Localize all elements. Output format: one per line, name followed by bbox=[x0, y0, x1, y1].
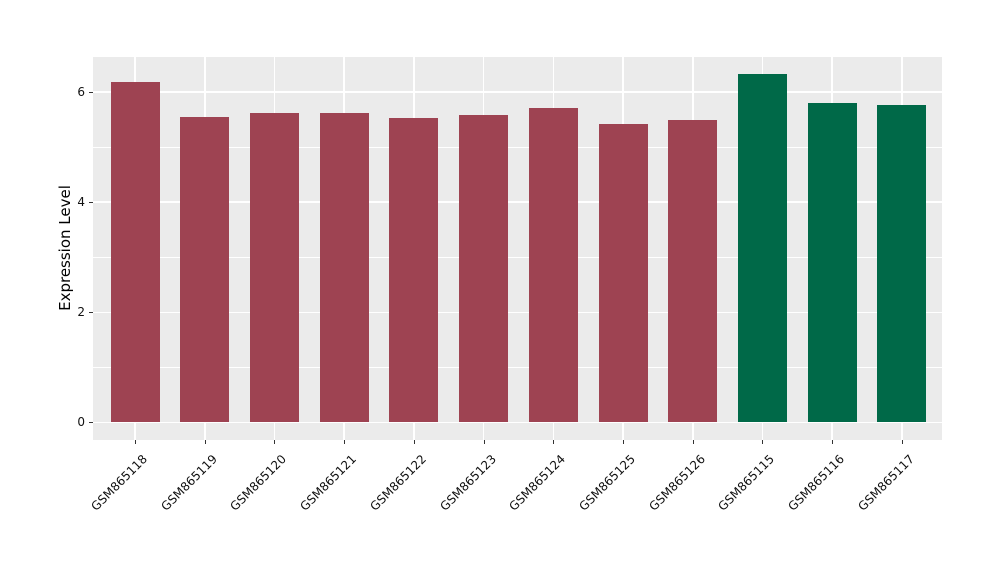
bar-GSM865115 bbox=[737, 73, 787, 423]
major-gridline bbox=[93, 91, 942, 93]
bar-GSM865125 bbox=[598, 124, 648, 423]
x-tick-label-GSM865118: GSM865118 bbox=[88, 452, 150, 514]
y-tick-label: 6 bbox=[77, 85, 85, 100]
bar-GSM865124 bbox=[528, 107, 578, 423]
minor-gridline bbox=[93, 366, 942, 368]
x-tick-label-GSM865117: GSM865117 bbox=[855, 452, 917, 514]
x-tick-mark bbox=[832, 440, 834, 444]
major-gridline bbox=[93, 311, 942, 314]
bar-GSM865123 bbox=[459, 114, 509, 423]
x-tick-mark bbox=[135, 440, 136, 444]
x-tick-label-GSM865121: GSM865121 bbox=[297, 452, 360, 514]
bar-GSM865122 bbox=[389, 117, 439, 423]
x-tick-mark bbox=[901, 440, 903, 444]
y-tick-mark bbox=[89, 202, 93, 204]
x-tick-mark bbox=[344, 440, 346, 444]
minor-gridline bbox=[93, 256, 942, 258]
x-tick-label-GSM865120: GSM865120 bbox=[227, 452, 290, 514]
bar-GSM865118 bbox=[110, 81, 160, 423]
x-tick-mark bbox=[623, 440, 625, 444]
x-tick-label-GSM865123: GSM865123 bbox=[436, 452, 499, 514]
x-tick-label-GSM865119: GSM865119 bbox=[158, 452, 220, 514]
y-tick-label: 4 bbox=[77, 195, 85, 210]
bar-GSM865120 bbox=[249, 113, 299, 423]
bar-GSM865116 bbox=[807, 102, 857, 423]
minor-gridline bbox=[93, 146, 942, 148]
x-tick-label-GSM865116: GSM865116 bbox=[785, 452, 848, 514]
x-tick-label-GSM865124: GSM865124 bbox=[506, 452, 569, 514]
y-tick-label: 2 bbox=[77, 305, 85, 320]
bar-GSM865121 bbox=[319, 113, 369, 423]
major-gridline bbox=[93, 201, 942, 204]
y-tick-mark bbox=[89, 422, 93, 424]
bar-GSM865119 bbox=[180, 116, 230, 423]
x-tick-mark bbox=[483, 440, 485, 444]
x-tick-label-GSM865125: GSM865125 bbox=[576, 452, 638, 514]
x-tick-mark bbox=[762, 440, 764, 444]
x-tick-mark bbox=[204, 440, 206, 444]
x-tick-label-GSM865115: GSM865115 bbox=[715, 452, 778, 514]
x-tick-mark bbox=[274, 440, 276, 444]
major-gridline bbox=[93, 421, 942, 424]
x-tick-mark bbox=[692, 440, 694, 444]
y-tick-label: 0 bbox=[77, 415, 85, 430]
x-tick-label-GSM865126: GSM865126 bbox=[646, 452, 708, 514]
x-tick-label-GSM865122: GSM865122 bbox=[367, 452, 429, 514]
plot-panel bbox=[93, 57, 942, 440]
bar-GSM865126 bbox=[668, 119, 718, 423]
x-tick-mark bbox=[553, 440, 555, 444]
x-tick-mark bbox=[413, 440, 415, 444]
y-tick-mark bbox=[89, 312, 93, 314]
y-tick-mark bbox=[89, 92, 93, 94]
bar-GSM865117 bbox=[877, 104, 927, 423]
